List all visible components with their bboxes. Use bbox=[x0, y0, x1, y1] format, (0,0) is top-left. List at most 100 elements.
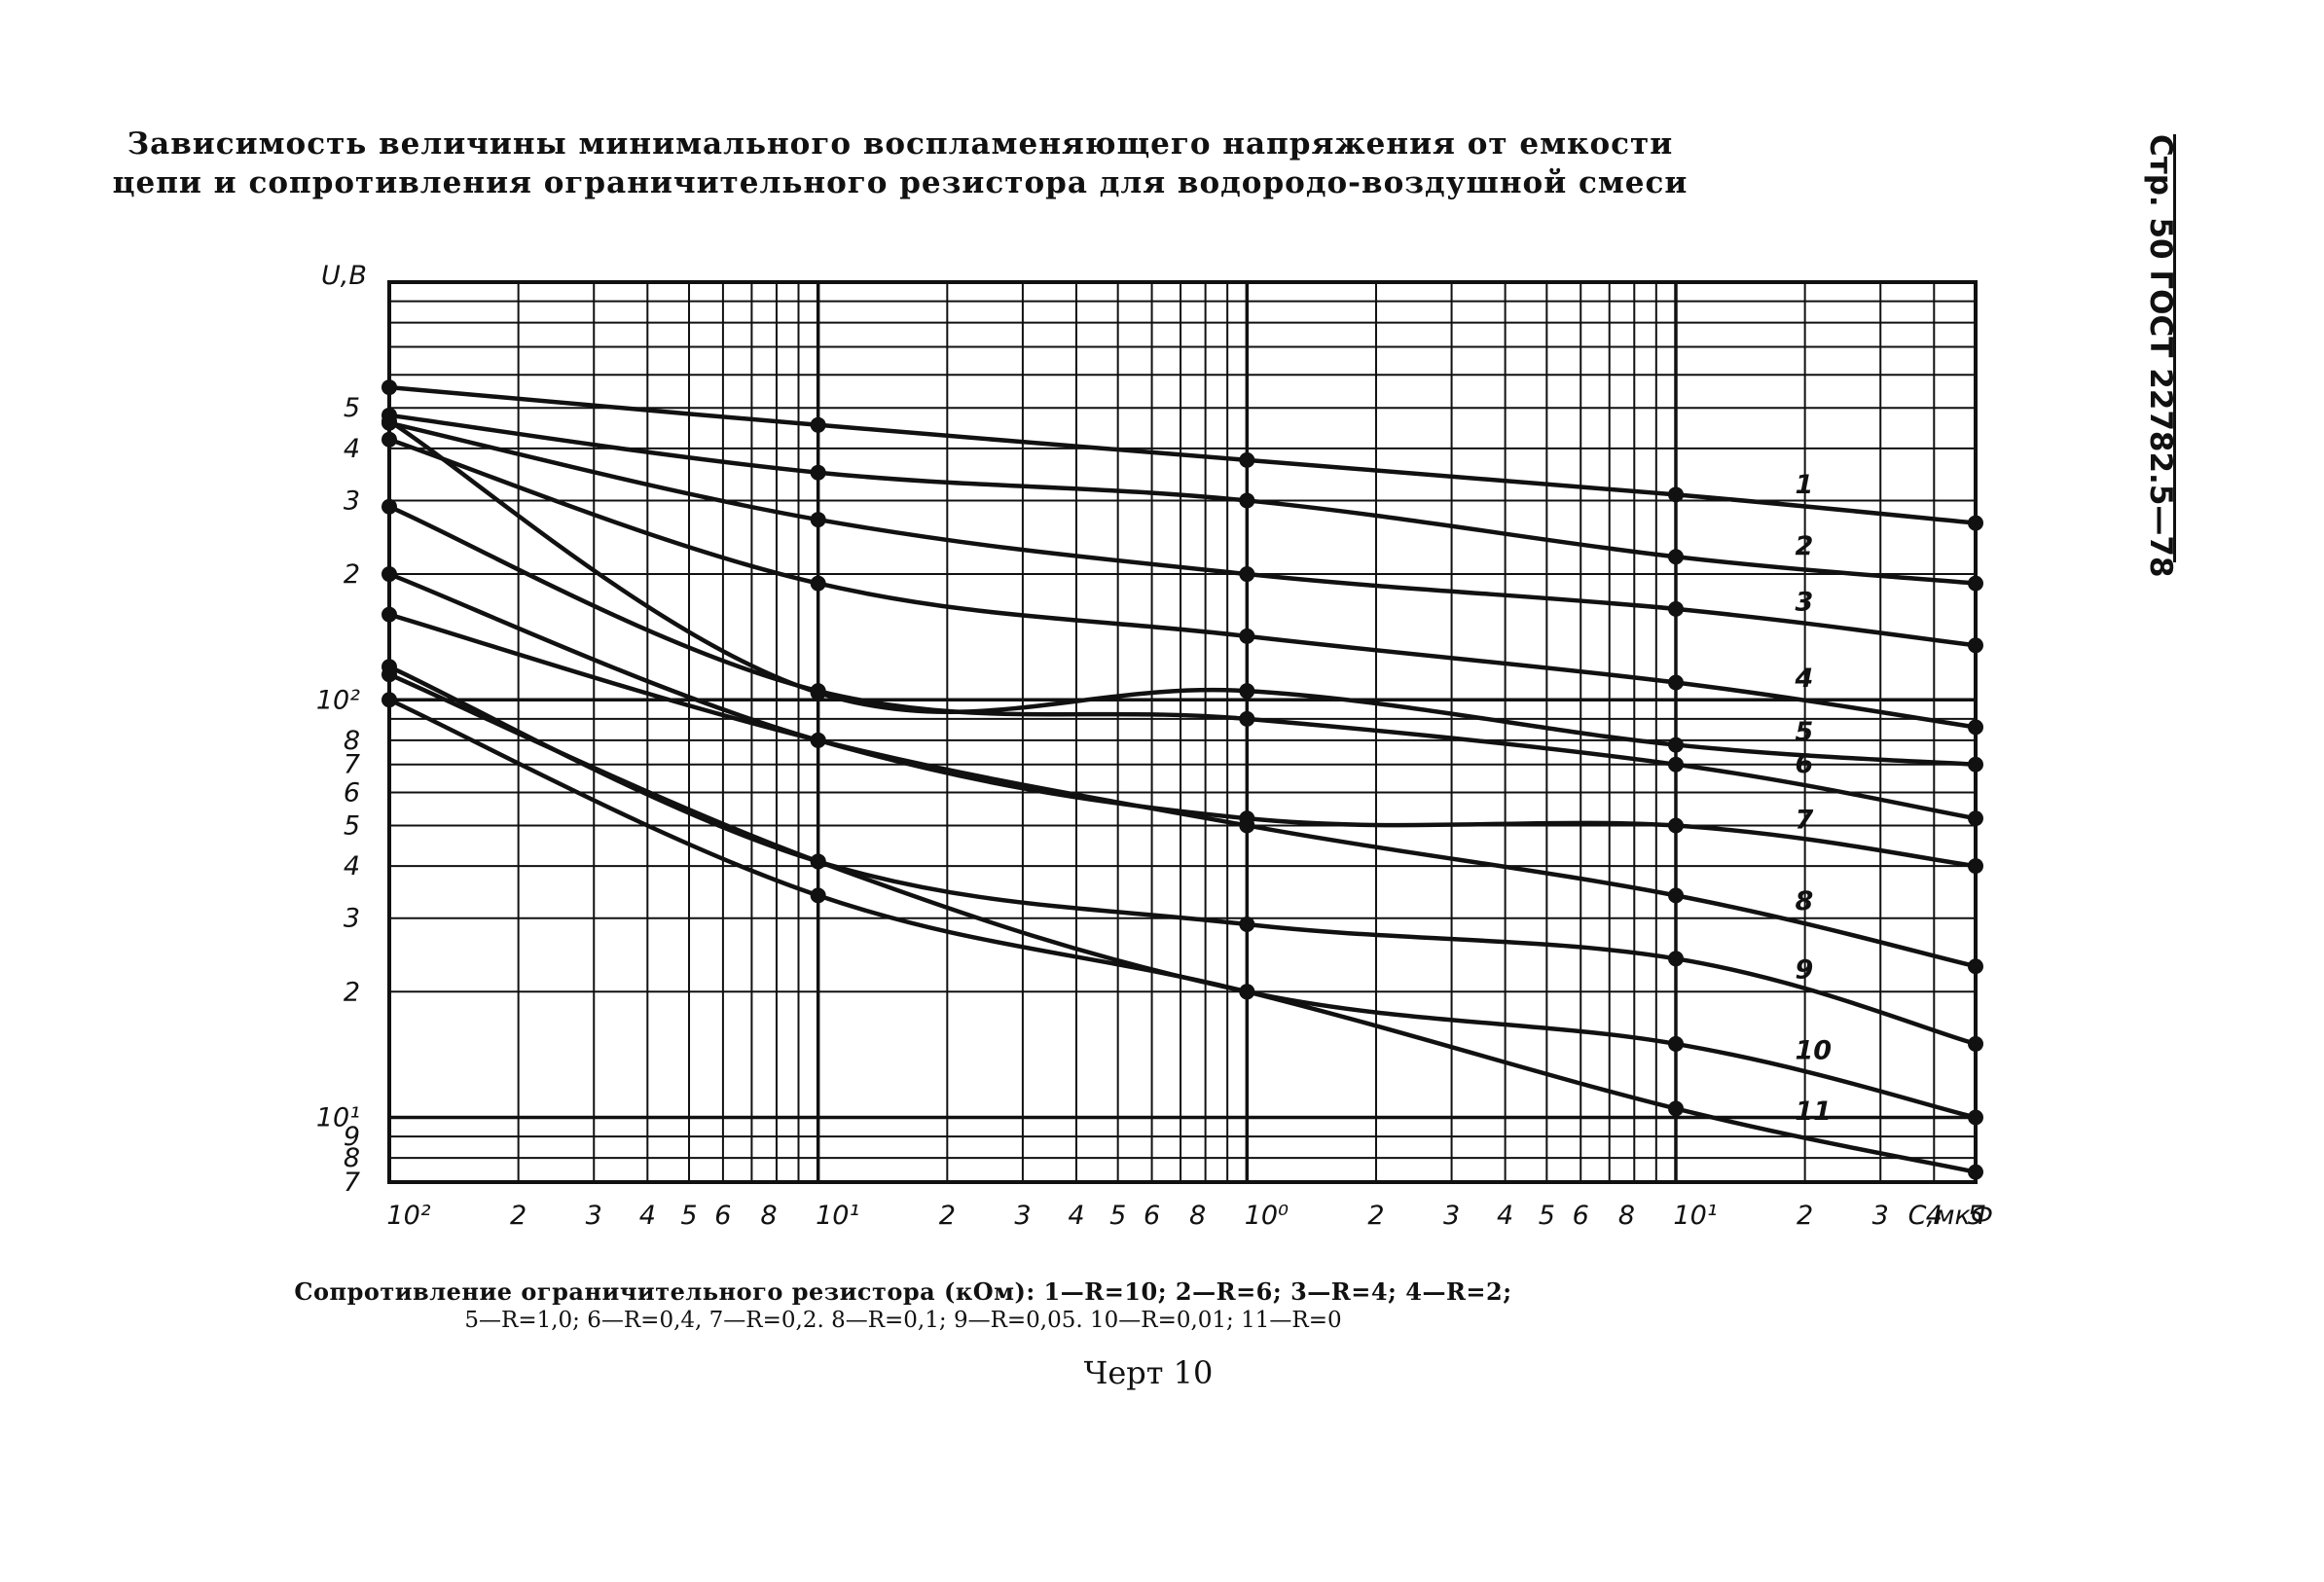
series-point-9 bbox=[1239, 917, 1255, 933]
series-point-7 bbox=[1968, 858, 1983, 875]
series-point-11 bbox=[810, 887, 826, 904]
y-tick-label: 2 bbox=[344, 977, 360, 1007]
y-tick-label: 7 bbox=[344, 750, 360, 780]
series-point-3 bbox=[1239, 566, 1255, 583]
x-tick-label: 10¹ bbox=[1673, 1201, 1717, 1231]
series-point-1 bbox=[1667, 486, 1684, 503]
series-point-4 bbox=[1667, 674, 1684, 691]
x-tick-label: 4 bbox=[1926, 1201, 1943, 1231]
series-point-9 bbox=[1667, 951, 1684, 967]
series-point-4 bbox=[1239, 628, 1255, 644]
x-tick-label: 5 bbox=[1109, 1201, 1126, 1231]
series-label-6: 6 bbox=[1795, 749, 1813, 779]
series-line-11 bbox=[386, 698, 1979, 1174]
y-tick-label: 5 bbox=[344, 810, 360, 841]
y-tick-label: 7 bbox=[344, 1168, 360, 1198]
x-tick-label: 5 bbox=[680, 1201, 697, 1231]
series-point-6 bbox=[1667, 756, 1684, 773]
series-line-4 bbox=[386, 437, 1979, 730]
chart-title-line1: Зависимость величины минимального воспла… bbox=[127, 126, 1674, 162]
x-tick-label: 2 bbox=[939, 1201, 956, 1231]
y-tick-label: 8 bbox=[344, 1143, 360, 1173]
series-line-5 bbox=[386, 418, 1979, 767]
series-point-7 bbox=[381, 566, 397, 583]
series-point-3 bbox=[810, 512, 826, 528]
chart-title-line2: цепи и сопротивления ограничительного ре… bbox=[112, 165, 1689, 200]
series-point-2 bbox=[810, 464, 826, 481]
series-line-1 bbox=[386, 384, 1979, 525]
chart-points bbox=[381, 379, 1983, 1180]
series-line-7 bbox=[386, 571, 1979, 869]
series-point-5 bbox=[1968, 756, 1983, 773]
x-axis-label: C,мкФ bbox=[1908, 1201, 1993, 1231]
series-point-8 bbox=[381, 606, 397, 623]
series-point-8 bbox=[1667, 887, 1684, 904]
y-tick-label: 6 bbox=[344, 777, 360, 808]
x-tick-label: 3 bbox=[586, 1201, 602, 1231]
y-tick-label: 4 bbox=[344, 434, 360, 464]
series-line-2 bbox=[386, 413, 1979, 586]
x-tick-label: 8 bbox=[760, 1201, 777, 1231]
series-line-3 bbox=[386, 420, 1979, 648]
series-label-5: 5 bbox=[1795, 717, 1813, 747]
series-point-6 bbox=[1239, 710, 1255, 727]
series-point-10 bbox=[381, 666, 397, 683]
series-point-5 bbox=[1667, 737, 1684, 753]
series-line-8 bbox=[386, 612, 1979, 969]
chart-grid bbox=[387, 282, 1977, 1183]
series-point-5 bbox=[1239, 683, 1255, 700]
series-point-1 bbox=[1239, 451, 1255, 468]
series-point-6 bbox=[810, 683, 826, 700]
series-point-8 bbox=[1239, 817, 1255, 834]
y-tick-label: 8 bbox=[344, 726, 360, 756]
resistor-legend-line2: 5—R=1,0; 6—R=0,4, 7—R=0,2. 8—R=0,1; 9—R=… bbox=[464, 1308, 1342, 1333]
series-line-9 bbox=[386, 665, 1979, 1047]
series-point-1 bbox=[381, 379, 397, 396]
y-tick-label: 10² bbox=[316, 685, 360, 715]
series-point-11 bbox=[381, 692, 397, 708]
x-tick-label: 4 bbox=[1497, 1201, 1513, 1231]
series-point-10 bbox=[1968, 1109, 1983, 1126]
series-point-2 bbox=[1239, 492, 1255, 509]
series-label-3: 3 bbox=[1795, 588, 1813, 618]
series-point-9 bbox=[1968, 1035, 1983, 1052]
resistor-legend-line1: Сопротивление ограничительного резистора… bbox=[294, 1277, 1512, 1306]
y-tick-label: 2 bbox=[344, 559, 360, 590]
x-tick-label: 10² bbox=[386, 1201, 430, 1231]
x-tick-label: 2 bbox=[510, 1201, 527, 1231]
plot-frame bbox=[387, 280, 1978, 1184]
side-rule bbox=[2173, 134, 2176, 562]
chart-labels: 1 2 3 4 56 7 8 9 10 11 bbox=[1794, 470, 1832, 1127]
series-point-8 bbox=[1968, 958, 1983, 975]
chart-series bbox=[386, 384, 1979, 1174]
y-tick-label: 10¹ bbox=[316, 1103, 360, 1133]
series-point-4 bbox=[1968, 719, 1983, 736]
x-tick-label: 8 bbox=[1189, 1201, 1206, 1231]
series-point-10 bbox=[1667, 1035, 1684, 1052]
x-tick-label: 6 bbox=[1573, 1201, 1589, 1231]
series-label-9: 9 bbox=[1795, 954, 1813, 985]
series-label-4: 4 bbox=[1794, 664, 1813, 694]
series-label-2: 2 bbox=[1795, 531, 1813, 561]
y-tick-label: 3 bbox=[344, 904, 360, 934]
x-tick-label: 4 bbox=[1068, 1201, 1084, 1231]
x-tick-label: 10¹ bbox=[816, 1201, 859, 1231]
series-point-6 bbox=[1968, 810, 1983, 827]
series-point-2 bbox=[1968, 575, 1983, 592]
series-label-10: 10 bbox=[1795, 1036, 1832, 1066]
series-point-3 bbox=[1667, 600, 1684, 617]
x-tick-label: 10⁰ bbox=[1245, 1201, 1289, 1231]
figure-caption: Черт 10 bbox=[1083, 1354, 1214, 1391]
x-tick-label: 2 bbox=[1797, 1201, 1813, 1231]
y-tick-label: 3 bbox=[344, 485, 360, 516]
series-point-4 bbox=[810, 575, 826, 592]
x-tick-label: 3 bbox=[1872, 1201, 1889, 1231]
series-label-1: 1 bbox=[1795, 470, 1813, 500]
x-tick-label: 4 bbox=[639, 1201, 656, 1231]
y-tick-label: 4 bbox=[344, 851, 360, 881]
x-tick-label: 8 bbox=[1618, 1201, 1635, 1231]
series-point-10 bbox=[810, 853, 826, 870]
x-tick-label: 3 bbox=[1014, 1201, 1031, 1231]
series-point-6 bbox=[381, 498, 397, 515]
